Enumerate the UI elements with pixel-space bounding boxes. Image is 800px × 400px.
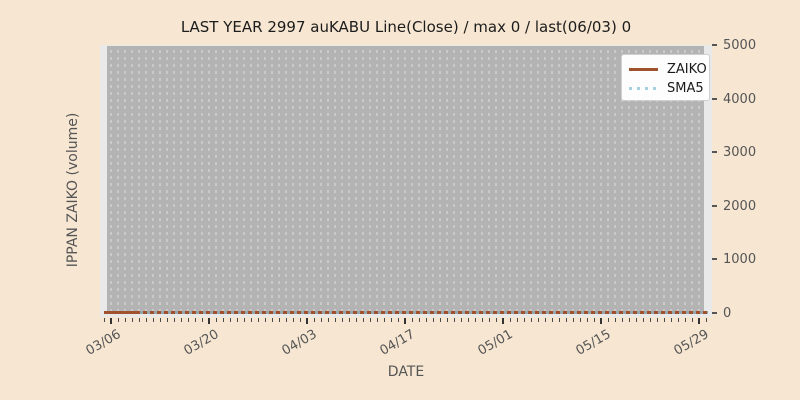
legend-label-zaiko: ZAIKO bbox=[667, 62, 707, 77]
y-tick-mark bbox=[712, 98, 717, 100]
x-tick-mark bbox=[502, 318, 504, 324]
y-tick-mark bbox=[712, 44, 717, 46]
x-tick-mark bbox=[208, 318, 210, 324]
y-tick-mark bbox=[712, 205, 717, 207]
zaiko-line-swatch-icon bbox=[629, 68, 658, 71]
y-tick-label: 5000 bbox=[723, 38, 757, 53]
y-tick-label: 0 bbox=[723, 306, 732, 321]
legend-item-sma5: SMA5 bbox=[629, 79, 704, 98]
legend: ZAIKO SMA5 bbox=[621, 54, 710, 101]
x-tick-mark bbox=[698, 318, 700, 324]
x-tick-label: 05/29 bbox=[671, 327, 712, 359]
plot-area: ZAIKO SMA5 bbox=[100, 45, 712, 317]
x-minor-ticks bbox=[104, 318, 711, 322]
chart-title: LAST YEAR 2997 auKABU Line(Close) / max … bbox=[180, 18, 632, 36]
sma5-dotted-swatch-icon bbox=[629, 87, 658, 90]
x-tick-label: 03/20 bbox=[181, 327, 222, 359]
x-tick-label: 05/15 bbox=[573, 327, 614, 359]
x-tick-mark bbox=[600, 318, 602, 324]
x-tick-mark bbox=[110, 318, 112, 324]
x-tick-label: 04/17 bbox=[377, 327, 418, 359]
plot-band bbox=[107, 46, 704, 313]
legend-label-sma5: SMA5 bbox=[667, 81, 704, 96]
y-tick-label: 3000 bbox=[723, 145, 757, 160]
x-tick-label: 05/01 bbox=[475, 327, 516, 359]
x-tick-label: 04/03 bbox=[279, 327, 320, 359]
y-axis-label: IPPAN ZAIKO (volume) bbox=[65, 112, 81, 268]
y-tick-label: 2000 bbox=[723, 199, 757, 214]
x-axis-label: DATE bbox=[387, 364, 425, 380]
y-tick-mark bbox=[712, 151, 717, 153]
x-tick-mark bbox=[404, 318, 406, 324]
y-tick-mark bbox=[712, 258, 717, 260]
y-tick-label: 4000 bbox=[723, 92, 757, 107]
x-tick-mark bbox=[306, 318, 308, 324]
y-tick-mark bbox=[712, 312, 717, 314]
y-tick-label: 1000 bbox=[723, 252, 757, 267]
x-tick-label: 03/06 bbox=[83, 327, 124, 359]
sma5-series-line bbox=[140, 311, 708, 314]
legend-item-zaiko: ZAIKO bbox=[629, 60, 707, 79]
